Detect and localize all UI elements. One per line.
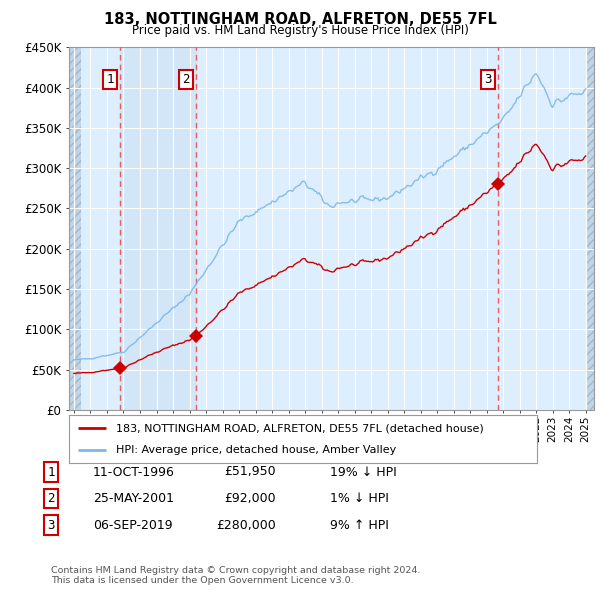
Text: Contains HM Land Registry data © Crown copyright and database right 2024.
This d: Contains HM Land Registry data © Crown c… — [51, 566, 421, 585]
Text: 19% ↓ HPI: 19% ↓ HPI — [330, 466, 397, 478]
Text: 1: 1 — [106, 73, 114, 86]
Text: HPI: Average price, detached house, Amber Valley: HPI: Average price, detached house, Ambe… — [116, 445, 396, 455]
Bar — [69, 47, 80, 410]
Text: 183, NOTTINGHAM ROAD, ALFRETON, DE55 7FL (detached house): 183, NOTTINGHAM ROAD, ALFRETON, DE55 7FL… — [116, 423, 484, 433]
Text: 1% ↓ HPI: 1% ↓ HPI — [330, 492, 389, 505]
Text: 1: 1 — [47, 466, 55, 478]
Text: 2: 2 — [47, 492, 55, 505]
Text: 25-MAY-2001: 25-MAY-2001 — [93, 492, 174, 505]
Text: 9% ↑ HPI: 9% ↑ HPI — [330, 519, 389, 532]
Bar — [120, 47, 196, 410]
Text: 3: 3 — [47, 519, 55, 532]
Text: £280,000: £280,000 — [216, 519, 276, 532]
Bar — [586, 47, 594, 410]
Text: 06-SEP-2019: 06-SEP-2019 — [93, 519, 173, 532]
Text: 11-OCT-1996: 11-OCT-1996 — [93, 466, 175, 478]
Text: 3: 3 — [484, 73, 492, 86]
Text: Price paid vs. HM Land Registry's House Price Index (HPI): Price paid vs. HM Land Registry's House … — [131, 24, 469, 37]
Text: 2: 2 — [182, 73, 190, 86]
Text: 183, NOTTINGHAM ROAD, ALFRETON, DE55 7FL: 183, NOTTINGHAM ROAD, ALFRETON, DE55 7FL — [104, 12, 496, 27]
Text: £92,000: £92,000 — [224, 492, 276, 505]
Text: £51,950: £51,950 — [224, 466, 276, 478]
